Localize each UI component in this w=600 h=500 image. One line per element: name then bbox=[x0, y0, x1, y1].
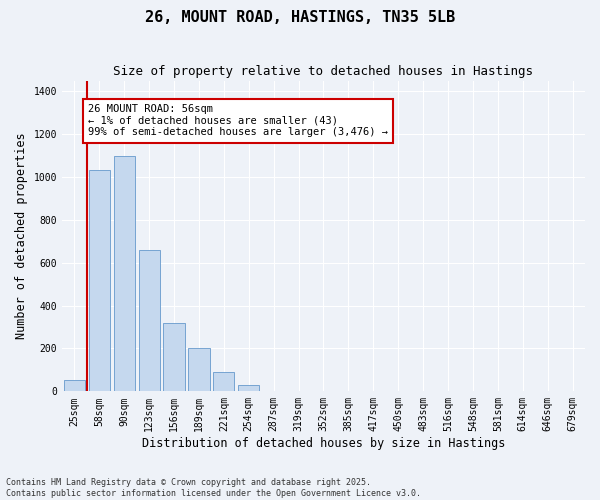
Y-axis label: Number of detached properties: Number of detached properties bbox=[15, 132, 28, 340]
Bar bbox=[163, 322, 185, 392]
Bar bbox=[113, 156, 135, 392]
Text: Contains HM Land Registry data © Crown copyright and database right 2025.
Contai: Contains HM Land Registry data © Crown c… bbox=[6, 478, 421, 498]
Bar bbox=[139, 250, 160, 392]
Bar bbox=[89, 170, 110, 392]
Bar bbox=[64, 380, 85, 392]
Bar bbox=[213, 372, 235, 392]
Bar bbox=[238, 385, 259, 392]
X-axis label: Distribution of detached houses by size in Hastings: Distribution of detached houses by size … bbox=[142, 437, 505, 450]
Title: Size of property relative to detached houses in Hastings: Size of property relative to detached ho… bbox=[113, 65, 533, 78]
Bar bbox=[188, 348, 209, 392]
Text: 26, MOUNT ROAD, HASTINGS, TN35 5LB: 26, MOUNT ROAD, HASTINGS, TN35 5LB bbox=[145, 10, 455, 25]
Text: 26 MOUNT ROAD: 56sqm
← 1% of detached houses are smaller (43)
99% of semi-detach: 26 MOUNT ROAD: 56sqm ← 1% of detached ho… bbox=[88, 104, 388, 138]
